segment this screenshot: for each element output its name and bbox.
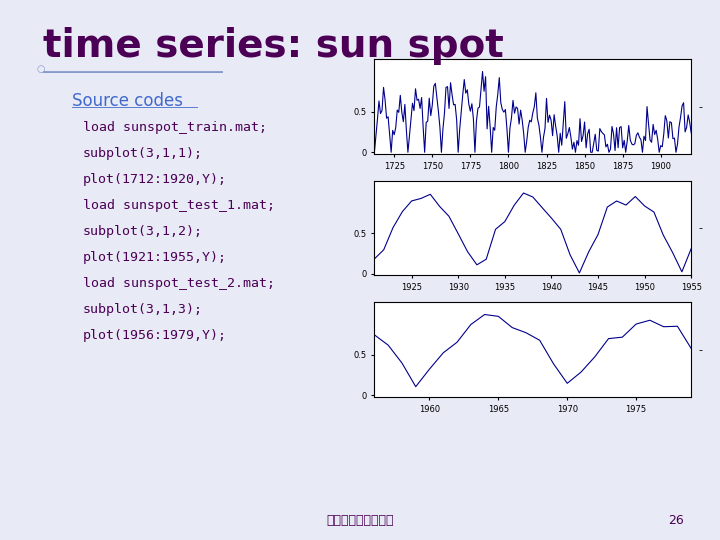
Text: load sunspot_test_2.mat;: load sunspot_test_2.mat; — [83, 277, 275, 290]
Text: Source codes: Source codes — [72, 92, 183, 110]
Text: plot(1956:1979,Y);: plot(1956:1979,Y); — [83, 329, 227, 342]
Text: plot(1712:1920,Y);: plot(1712:1920,Y); — [83, 173, 227, 186]
Text: plot(1921:1955,Y);: plot(1921:1955,Y); — [83, 251, 227, 264]
Text: -: - — [698, 102, 703, 112]
Text: -: - — [698, 345, 703, 355]
Text: load sunspot_train.mat;: load sunspot_train.mat; — [83, 122, 267, 134]
Text: subplot(3,1,3);: subplot(3,1,3); — [83, 303, 203, 316]
Text: 26: 26 — [668, 514, 684, 526]
Text: -: - — [698, 223, 703, 233]
Text: 軟體實作與計算實驗: 軟體實作與計算實驗 — [326, 514, 394, 526]
Text: ○: ○ — [37, 64, 45, 73]
Text: time series: sun spot: time series: sun spot — [43, 27, 504, 65]
Text: subplot(3,1,1);: subplot(3,1,1); — [83, 147, 203, 160]
Text: load sunspot_test_1.mat;: load sunspot_test_1.mat; — [83, 199, 275, 212]
Text: subplot(3,1,2);: subplot(3,1,2); — [83, 225, 203, 238]
